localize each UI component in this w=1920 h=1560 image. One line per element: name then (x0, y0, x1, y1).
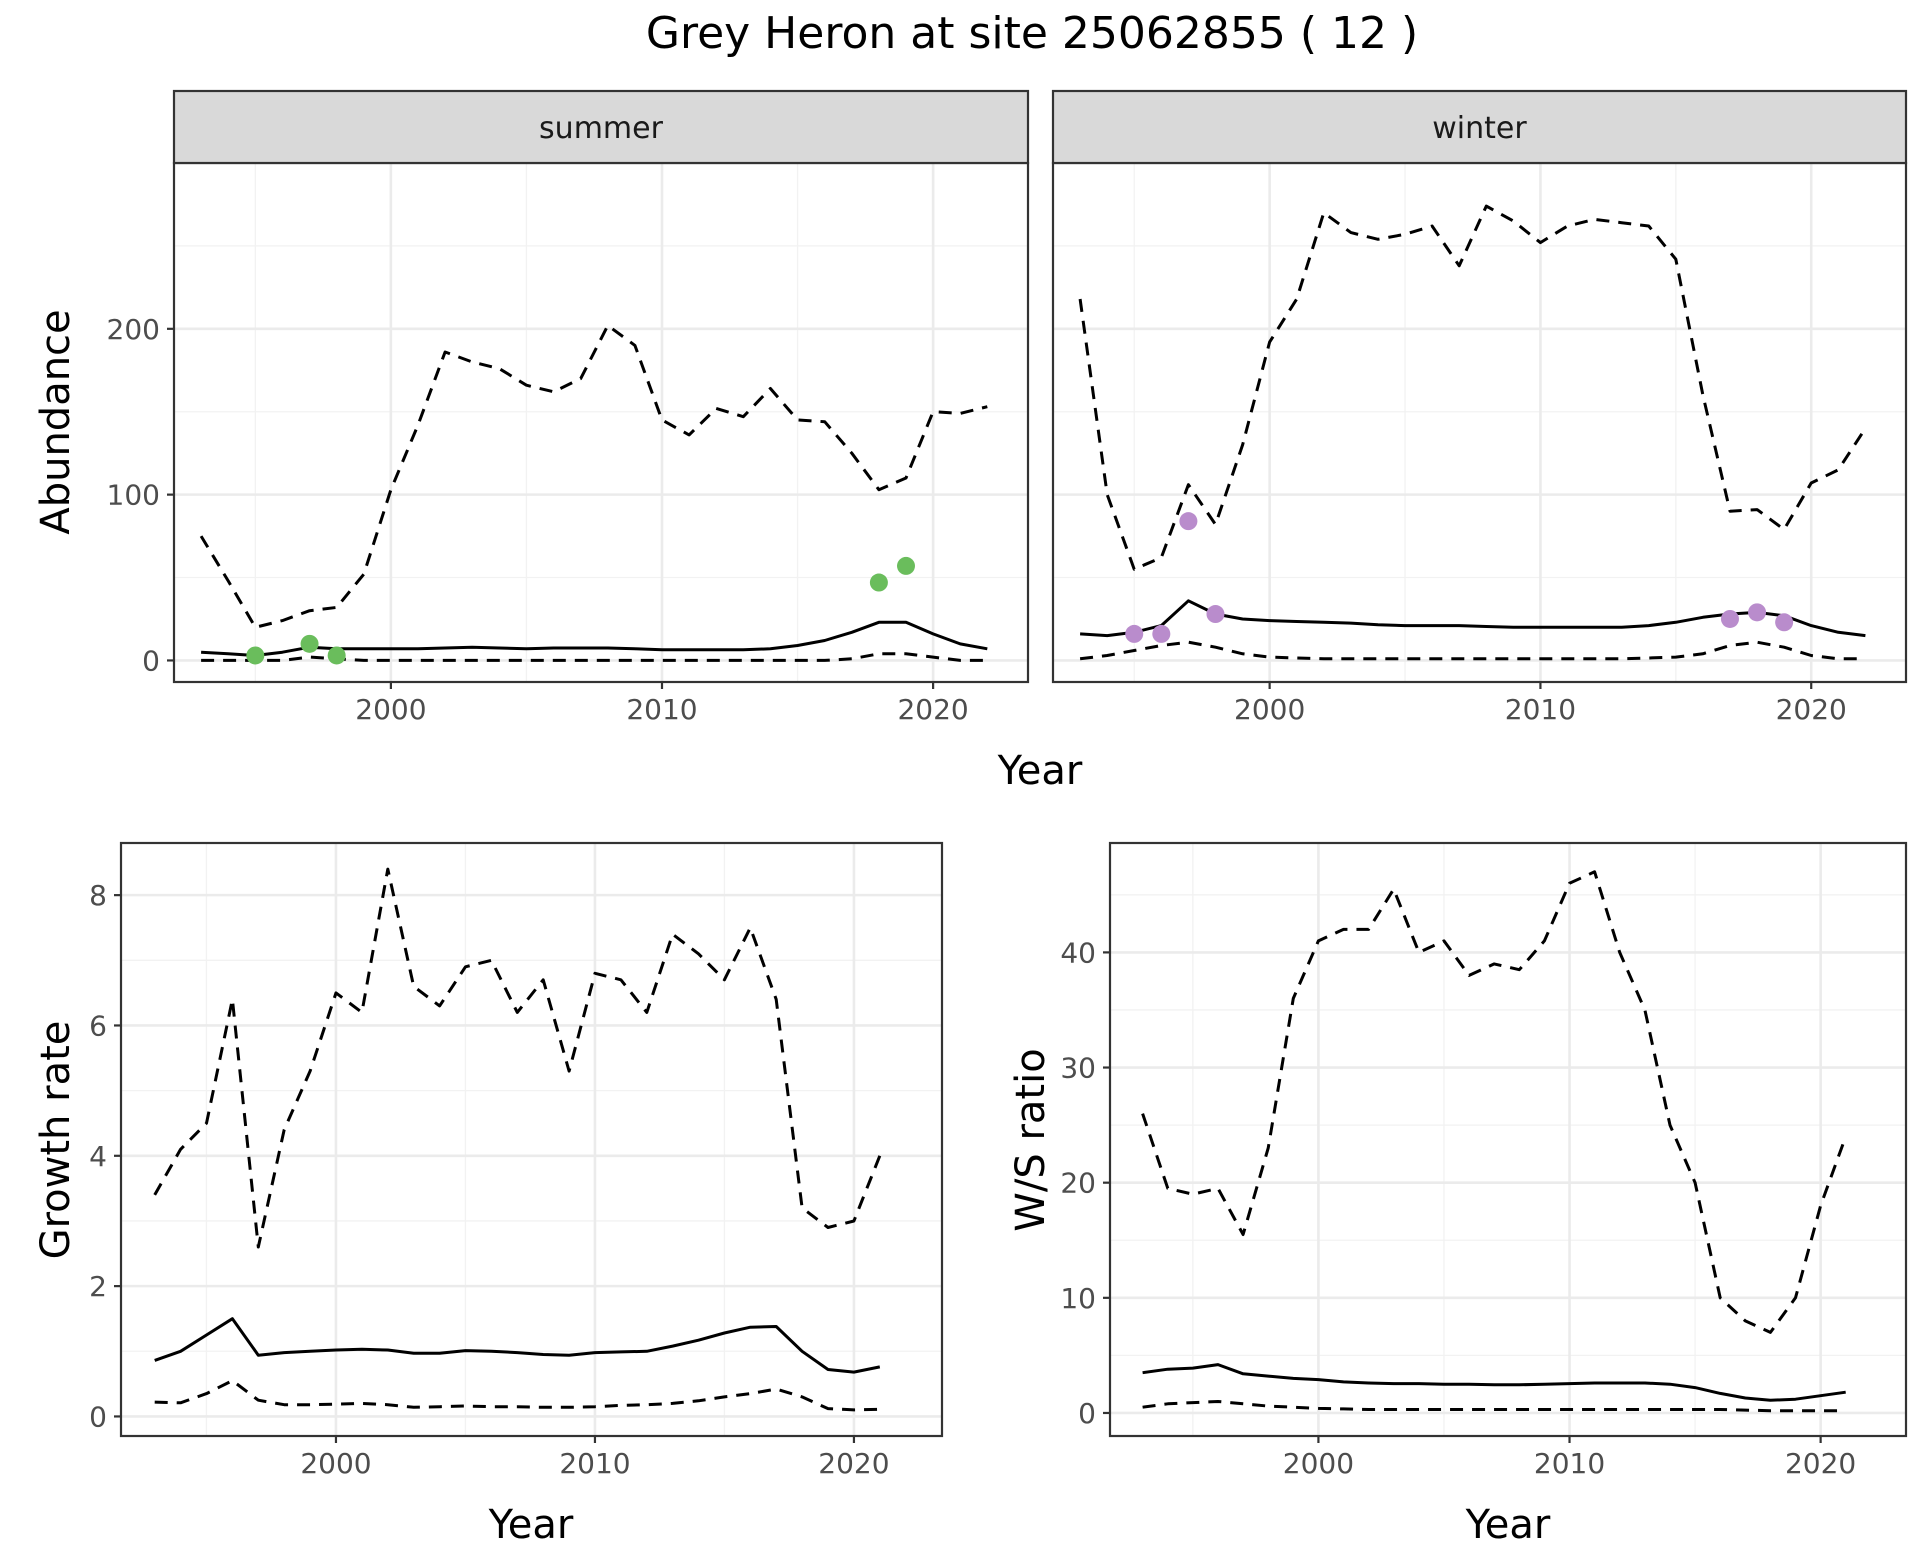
x-tick-label: 2000 (355, 693, 426, 726)
y-tick-label: 30 (1060, 1052, 1096, 1085)
x-tick-label: 2020 (1785, 1447, 1856, 1480)
y-axis-title: Abundance (33, 309, 79, 534)
y-tick-label: 2 (89, 1270, 107, 1303)
y-axis-title: W/S ratio (1008, 1048, 1054, 1231)
series-line-lower (1079, 640, 1866, 661)
facet-strip (1051, 89, 1908, 165)
series-line-median (154, 1317, 881, 1374)
data-point (1748, 603, 1767, 622)
panel-border (1051, 161, 1908, 684)
facet-strip-label: winter (1432, 111, 1527, 146)
data-point (1206, 605, 1225, 624)
data-point (1775, 613, 1794, 632)
facet-strip (172, 89, 1030, 165)
series-line-upper (1078, 204, 1867, 571)
data-point (1125, 624, 1144, 643)
series-line-upper (1141, 870, 1848, 1334)
panel-growth: 2000 2010 2020 0 2 4 6 8 Year Growth rate (33, 841, 944, 1548)
series-line-median (1080, 599, 1866, 638)
data-point (327, 646, 346, 665)
x-tick-label: 2000 (1234, 693, 1305, 726)
panel-border (119, 841, 944, 1438)
y-tick-label: 20 (1060, 1167, 1096, 1200)
data-point (300, 634, 319, 653)
x-tick-label: 2010 (626, 693, 697, 726)
y-tick-label: 6 (89, 1009, 107, 1042)
x-axis-title: Year (997, 748, 1083, 794)
x-tick-label: 2010 (1505, 693, 1576, 726)
data-point (1179, 512, 1198, 531)
x-tick-label: 2000 (1283, 1447, 1354, 1480)
series-line-median (201, 620, 988, 657)
data-point (869, 573, 888, 592)
x-tick-label: 2020 (1776, 693, 1847, 726)
y-axis-title: Growth rate (33, 1021, 79, 1260)
x-tick-label: 2020 (818, 1447, 889, 1480)
panel-ratio: 2000 2010 2020 0 10 20 30 40 Year W/S ratio (1008, 841, 1908, 1548)
y-tick-label: 100 (107, 479, 160, 512)
panel-border (1108, 841, 1908, 1438)
data-point (897, 556, 915, 575)
series-line-lower (154, 1379, 880, 1412)
facet-strip-label: summer (539, 111, 664, 146)
x-axis-title: Year (488, 1502, 574, 1548)
x-axis-title: Year (1465, 1502, 1551, 1548)
y-tick-label: 8 (89, 879, 107, 912)
x-tick-label: 2010 (1534, 1447, 1605, 1480)
panel-winter: 2000 2010 2020 winter (1051, 89, 1908, 726)
y-tick-label: 0 (1078, 1397, 1096, 1430)
data-point (246, 646, 265, 665)
y-tick-label: 200 (107, 313, 160, 346)
series-line-lower (1142, 1400, 1846, 1413)
series-line-upper (153, 867, 882, 1249)
y-tick-label: 10 (1060, 1282, 1096, 1315)
y-tick-label: 40 (1060, 936, 1096, 969)
panel-border (172, 161, 1030, 684)
series-line-median (1142, 1363, 1846, 1402)
data-point (1720, 609, 1739, 628)
x-tick-label: 2020 (897, 693, 968, 726)
panel-summer: 2000 2010 2020 0 100 200 summer Year Abundance (33, 89, 1083, 794)
series-line-upper (199, 324, 988, 629)
y-tick-label: 0 (89, 1400, 107, 1433)
x-tick-label: 2010 (559, 1447, 630, 1480)
y-tick-label: 0 (142, 644, 160, 677)
figure-title: Grey Heron at site 25062855 ( 12 ) (646, 8, 1418, 59)
data-point (1152, 624, 1171, 643)
x-tick-label: 2000 (300, 1447, 371, 1480)
y-tick-label: 4 (89, 1140, 107, 1173)
